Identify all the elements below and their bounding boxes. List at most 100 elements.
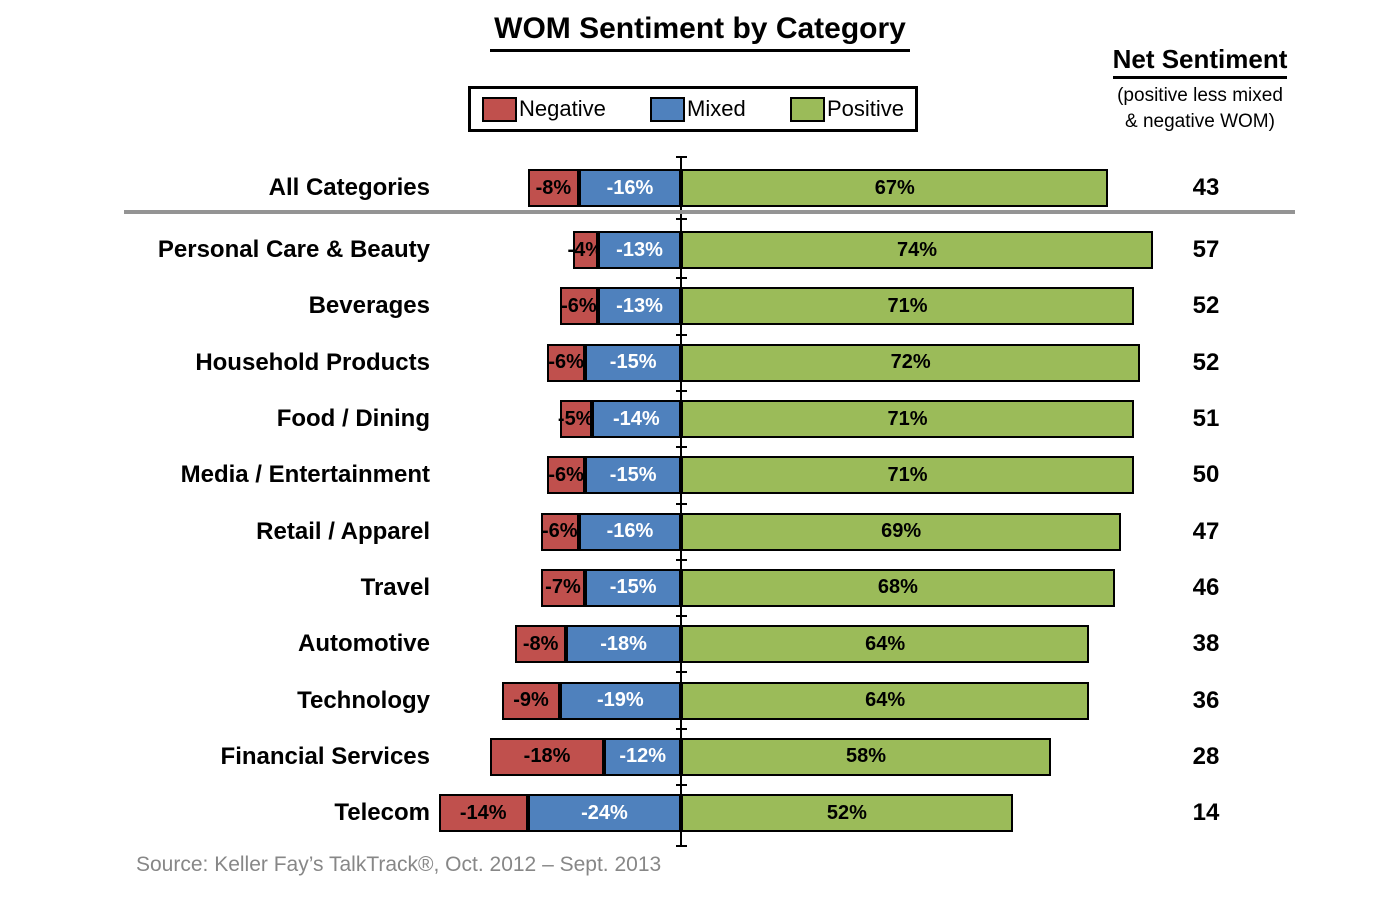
category-label: All Categories [268,174,430,201]
axis-tick [676,558,687,561]
mixed-bar-segment-label: -15% [609,351,657,374]
axis-tick [676,502,687,505]
positive-bar-segment-label: 52% [826,801,867,824]
axis-tick [676,333,687,336]
positive-bar-segment: 71% [681,456,1134,495]
chart-row: Household Products -6% -15% 72% 52 [0,335,1400,391]
zero-axis-line [680,157,682,846]
category-label: Media / Entertainment [180,461,430,489]
negative-bar-segment-label: -8% [522,632,559,655]
negative-bar-segment: -6% [547,456,586,495]
mixed-bar-segment: -15% [585,568,681,607]
negative-bar-segment-label: -5% [557,407,594,430]
mixed-bar-segment-label: -16% [606,520,654,543]
chart-row: Beverages -6% -13% 71% 52 [0,278,1400,334]
negative-bar-segment-label: -9% [513,689,549,712]
chart-row: Retail / Apparel -6% -16% 69% 47 [0,504,1400,560]
chart-row: Media / Entertainment -6% -15% 71% 50 [0,447,1400,503]
negative-bar-segment: -8% [527,169,579,207]
positive-bar-segment: 68% [681,568,1115,607]
chart-title: WOM Sentiment by Category [0,12,1400,52]
chart-row: Technology -9% -19% 64% 36 [0,672,1400,728]
chart-row: Travel -7% -15% 68% 46 [0,560,1400,616]
negative-bar-segment: -6% [540,512,579,551]
positive-bar-segment-label: 71% [887,463,928,486]
net-sentiment-subtitle-line1: (positive less mixed [1117,85,1283,106]
net-sentiment-value: 50 [1192,461,1220,489]
category-label: Household Products [195,348,430,376]
axis-tick [676,156,687,158]
axis-tick [676,671,687,674]
mixed-bar-segment-label: -24% [581,801,628,824]
mixed-bar-segment: -12% [604,737,681,776]
axis-tick [676,218,687,220]
negative-bar-segment: -18% [489,737,605,776]
positive-bar-segment-label: 72% [890,351,931,374]
positive-bar-segment: 67% [681,169,1109,207]
negative-swatch-icon [482,96,517,122]
category-label: Travel [360,573,430,601]
positive-bar-segment-label: 58% [846,745,887,768]
section-divider-line [124,210,1295,214]
positive-bar-segment-label: 64% [865,632,906,655]
legend: Negative Mixed Positive [468,86,918,132]
legend-item-mixed: Mixed [650,96,746,122]
positive-bar-segment: 74% [681,231,1154,270]
positive-bar-segment-label: 64% [865,689,906,712]
positive-bar-segment: 52% [681,794,1013,833]
positive-bar-segment-label: 74% [897,238,938,261]
net-sentiment-title: Net Sentiment [1112,44,1288,79]
chart-row: Food / Dining -5% -14% 71% 51 [0,391,1400,447]
net-sentiment-value: 51 [1192,405,1220,433]
positive-bar-segment-label: 71% [887,407,928,430]
category-label: Automotive [298,630,430,658]
mixed-bar-segment: -14% [591,400,681,439]
mixed-bar-segment: -19% [559,681,681,720]
mixed-bar-segment: -15% [585,343,681,382]
legend-label-positive: Positive [826,96,904,121]
positive-bar-segment-label: 71% [887,294,928,317]
net-sentiment-value: 38 [1192,630,1220,658]
legend-item-positive: Positive [789,96,904,122]
negative-bar-segment-label: -6% [548,351,584,374]
negative-bar-segment: -9% [502,681,560,720]
mixed-bar-segment-label: -16% [606,176,654,199]
net-sentiment-subtitle: (positive less mixed & negative WOM) [1075,83,1325,134]
mixed-bar-segment-label: -14% [612,407,660,430]
chart-row: Personal Care & Beauty -4% -13% 74% 57 [0,222,1400,278]
legend-item-negative: Negative [482,96,606,122]
chart-row: All Categories -8% -16% 67% 43 [0,160,1400,216]
axis-tick [676,615,687,618]
mixed-swatch-icon [650,96,686,122]
mixed-bar-segment: -15% [585,456,681,495]
net-sentiment-value: 28 [1192,742,1220,770]
legend-label-mixed: Mixed [687,96,746,121]
category-label: Food / Dining [276,405,430,433]
negative-bar-segment-label: -6% [548,463,584,486]
net-sentiment-value: 52 [1192,292,1220,320]
net-sentiment-value: 52 [1192,348,1220,376]
category-label: Telecom [334,799,430,827]
mixed-bar-segment-label: -18% [600,632,647,655]
mixed-bar-segment: -16% [578,169,681,207]
positive-bar-segment: 71% [681,287,1134,326]
mixed-bar-segment: -13% [598,231,681,270]
positive-swatch-icon [789,96,825,122]
mixed-bar-segment-label: -13% [616,238,663,261]
chart-row: Automotive -8% -18% 64% 38 [0,616,1400,672]
mixed-bar-segment-label: -15% [609,576,657,599]
negative-bar-segment-label: -18% [523,745,571,768]
positive-bar-segment: 71% [681,400,1134,439]
net-sentiment-value: 36 [1192,686,1220,714]
positive-bar-segment-label: 68% [877,576,918,599]
negative-bar-segment: -14% [438,794,528,833]
net-sentiment-value: 14 [1192,799,1220,827]
category-label: Retail / Apparel [256,517,430,545]
negative-bar-segment-label: -7% [545,576,581,599]
positive-bar-segment-label: 69% [881,520,922,543]
category-label: Technology [297,686,430,714]
net-sentiment-value: 46 [1192,573,1220,601]
positive-bar-segment-label: 67% [874,176,915,199]
positive-bar-segment: 64% [681,625,1090,664]
